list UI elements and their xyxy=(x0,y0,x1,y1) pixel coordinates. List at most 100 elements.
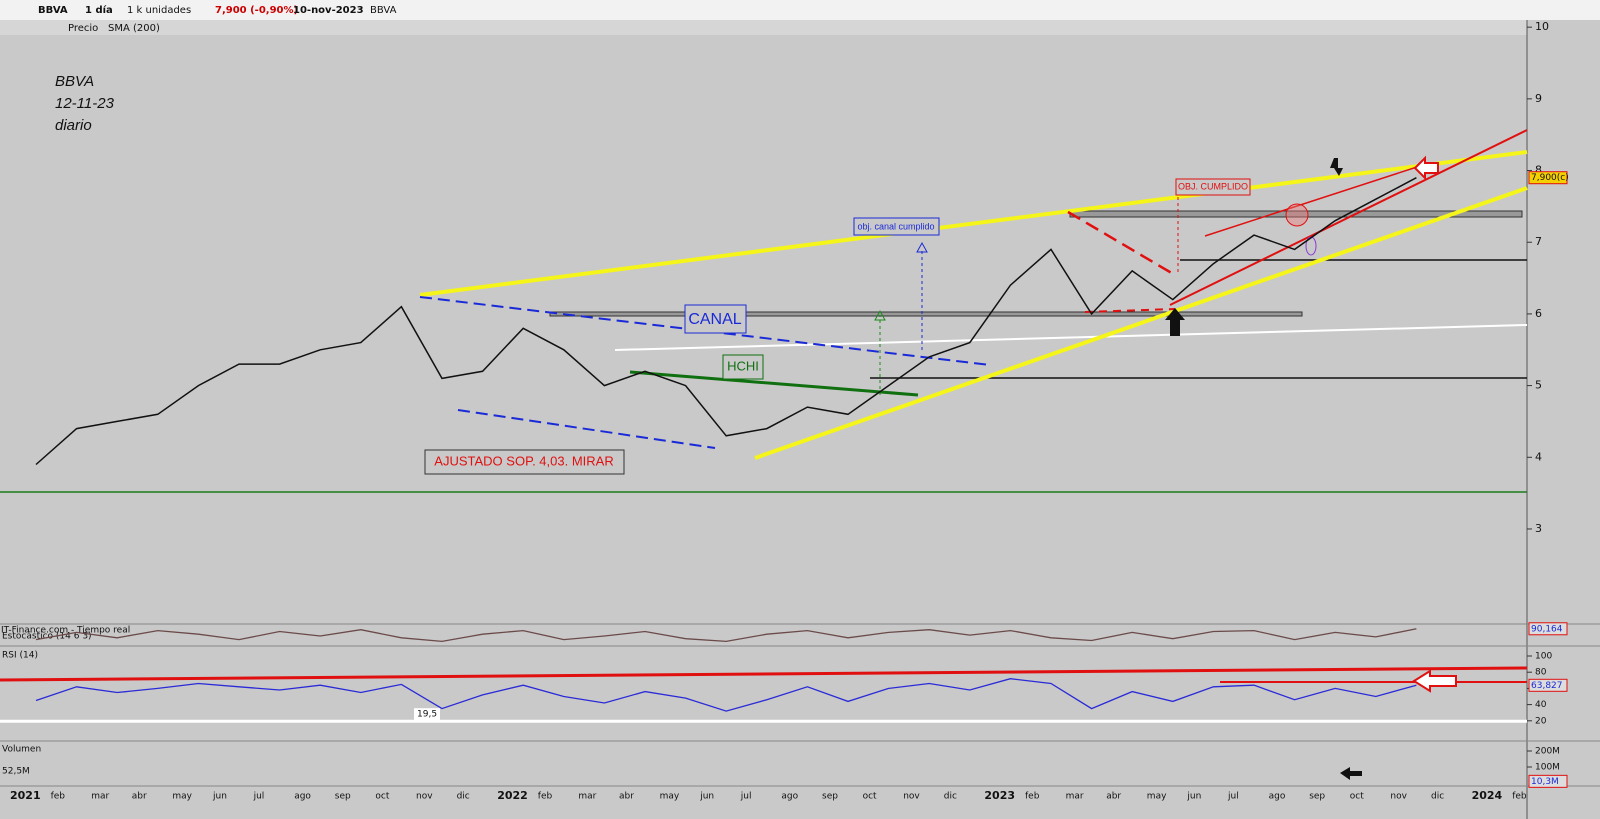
x-tick-label: dic xyxy=(1431,792,1444,802)
panel-title: Estocástico (14 6 3) xyxy=(2,632,92,642)
volume-note: 52,5M xyxy=(2,767,30,777)
note: OBJ. CUMPLIDO xyxy=(1178,181,1248,191)
note: HCHI xyxy=(727,358,759,373)
y-tick-label: 5 xyxy=(1535,379,1542,392)
symbol[interactable]: BBVA xyxy=(38,5,68,16)
x-tick-label: nov xyxy=(903,792,920,802)
channel-line xyxy=(457,409,716,449)
current-value-box xyxy=(1528,678,1568,692)
x-tick-label: jul xyxy=(1227,792,1239,802)
price-line xyxy=(35,678,1417,712)
level-band xyxy=(549,311,1303,317)
y-tick-label: 6 xyxy=(1535,307,1542,320)
note: BBVA xyxy=(55,73,94,90)
x-tick-label: may xyxy=(1147,792,1167,802)
arrow-mark xyxy=(1412,669,1457,693)
x-tick-label: feb xyxy=(1512,792,1527,802)
note: diario xyxy=(55,117,92,134)
x-tick-label: ago xyxy=(1269,792,1286,802)
label-box xyxy=(684,304,747,334)
y-tick-label: 9 xyxy=(1535,92,1542,105)
x-tick-label: 2023 xyxy=(984,789,1015,802)
x-tick-label: abr xyxy=(1106,792,1121,802)
legend-bar xyxy=(0,20,1527,35)
x-tick-label: jun xyxy=(1186,792,1201,802)
circle-mark xyxy=(1285,203,1309,227)
x-tick-label: oct xyxy=(863,792,877,802)
current-value-box xyxy=(1528,622,1568,636)
period[interactable]: 1 día xyxy=(85,4,113,16)
units[interactable]: 1 k unidades xyxy=(127,5,191,16)
name: BBVA xyxy=(370,5,397,16)
label-box xyxy=(722,354,764,380)
x-tick-label: oct xyxy=(1350,792,1364,802)
arrow-head xyxy=(874,309,886,321)
label-box xyxy=(1175,178,1251,196)
x-tick-label: 2024 xyxy=(1472,789,1503,802)
x-tick-label: may xyxy=(660,792,680,802)
x-tick-label: sep xyxy=(822,792,838,802)
y-tick-label: 8 xyxy=(1535,164,1542,177)
y-tick-label: 100M xyxy=(1535,763,1560,773)
trend-line xyxy=(754,186,1528,460)
x-tick-label: feb xyxy=(538,792,553,802)
y-tick-label: 40 xyxy=(1535,700,1547,710)
y-tick-label: 7 xyxy=(1535,235,1542,248)
y-tick-label: 10 xyxy=(1535,20,1549,33)
x-tick-label: jul xyxy=(740,792,752,802)
arrow-mark xyxy=(1413,155,1439,181)
x-tick-label: sep xyxy=(335,792,351,802)
y-tick-label: 3 xyxy=(1535,522,1542,535)
trend-line xyxy=(1169,129,1528,306)
x-tick-label: feb xyxy=(1025,792,1040,802)
arrow-mark xyxy=(1330,158,1343,176)
arrow-mark xyxy=(1165,308,1185,336)
y-tick-label: 20 xyxy=(1535,716,1547,726)
x-tick-label: nov xyxy=(416,792,433,802)
drawings xyxy=(0,129,1528,780)
x-tick-label: ago xyxy=(781,792,798,802)
note: 12-11-23 xyxy=(55,95,115,112)
toolbar xyxy=(0,0,1600,20)
y-tick-label: 100 xyxy=(1535,652,1552,662)
note: AJUSTADO SOP. 4,03. MIRAR xyxy=(434,453,613,468)
x-tick-label: ago xyxy=(294,792,311,802)
neckline xyxy=(629,370,919,397)
source: IT-Finance.com - Tiempo real xyxy=(1,626,130,636)
current-value-box xyxy=(1528,171,1568,185)
y-tick-label: 80 xyxy=(1535,668,1547,678)
current-value-label: 90,164 xyxy=(1531,624,1563,634)
x-tick-label: may xyxy=(172,792,192,802)
y-tick-label: 200M xyxy=(1535,747,1560,757)
x-tick-label: 2022 xyxy=(497,789,528,802)
x-tick-label: oct xyxy=(375,792,389,802)
x-tick-label: 2021 xyxy=(10,789,41,802)
x-tick-label: jun xyxy=(212,792,227,802)
quote: 7,900 (-0,90%) xyxy=(215,5,298,16)
rsi-line xyxy=(0,666,1528,682)
x-tick-label: dic xyxy=(457,792,470,802)
label-box xyxy=(853,217,940,236)
current-value-label: 7,900(c) xyxy=(1531,173,1569,183)
current-value-box xyxy=(1528,774,1568,788)
panel-title: Volumen xyxy=(2,745,41,755)
annotation-label: 19,5 xyxy=(417,710,437,720)
price-line xyxy=(35,177,1417,466)
price-legend[interactable]: Precio xyxy=(68,23,98,34)
x-tick-label: nov xyxy=(1390,792,1407,802)
x-tick-label: feb xyxy=(51,792,66,802)
trend-line xyxy=(1204,165,1421,237)
sma-legend[interactable]: SMA (200) xyxy=(108,23,160,34)
trend-line xyxy=(419,150,1528,297)
arrow-head xyxy=(916,241,928,253)
date: 10-nov-2023 xyxy=(293,5,364,16)
panel-title: RSI (14) xyxy=(2,651,38,661)
note: obj. canal cumplido xyxy=(857,221,934,231)
channel-line xyxy=(419,296,991,366)
price-line xyxy=(35,628,1417,643)
x-tick-label: mar xyxy=(91,792,109,802)
x-tick-label: abr xyxy=(132,792,147,802)
trend-line xyxy=(614,324,1528,351)
